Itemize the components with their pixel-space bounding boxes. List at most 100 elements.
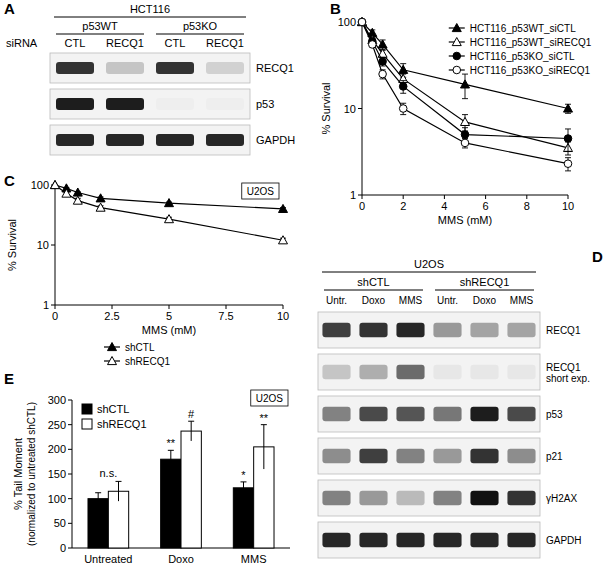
x-tick-label: 6 <box>483 200 489 212</box>
bar <box>88 499 108 548</box>
data-point <box>564 135 572 143</box>
band <box>359 449 387 463</box>
legend: HCT116_p53WT_siCTLHCT116_p53WT_siRECQ1HC… <box>449 23 592 76</box>
data-point <box>564 104 573 112</box>
y-tick <box>68 424 72 425</box>
y-tick-label: 200 <box>48 443 66 455</box>
band <box>433 365 461 379</box>
blot-strip <box>318 480 540 516</box>
x-tick-label: Doxo <box>168 553 194 565</box>
band <box>396 491 424 505</box>
data-point <box>399 105 407 113</box>
band <box>206 98 244 110</box>
lane-label: Untr. <box>437 295 458 306</box>
y-tick <box>68 449 72 450</box>
panel-label: D <box>592 248 603 265</box>
band <box>206 62 244 74</box>
data-point <box>461 117 470 125</box>
y-tick-label: 100 <box>48 493 66 505</box>
y-tick-label: 1 <box>350 189 356 201</box>
data-point <box>279 236 288 244</box>
data-point <box>399 83 407 91</box>
band <box>396 533 424 547</box>
y-tick-label: 10 <box>37 239 49 251</box>
band <box>322 533 350 547</box>
y-tick-label: 250 <box>48 419 66 431</box>
x-tick <box>568 195 569 199</box>
band <box>106 62 144 74</box>
band <box>470 365 498 379</box>
data-point <box>96 194 105 202</box>
x-tick <box>362 195 363 199</box>
western-blot-0: HCT116p53WTp53KOsiRNACTLRECQ1CTLRECQ1REC… <box>6 3 295 155</box>
band <box>322 323 350 337</box>
data-point <box>279 204 288 212</box>
band <box>359 323 387 337</box>
band <box>106 134 144 146</box>
error-bar <box>565 158 571 171</box>
x-tick-label: 7.5 <box>218 310 233 322</box>
bar <box>161 459 181 548</box>
significance-label: * <box>241 469 246 481</box>
panel-label: B <box>330 0 341 17</box>
band <box>106 98 144 110</box>
band <box>396 449 424 463</box>
x-tick-label: 10 <box>562 200 574 212</box>
band <box>433 533 461 547</box>
lane-label: Doxo <box>473 295 497 306</box>
bar <box>181 431 201 548</box>
cell-line-label: U2OS <box>247 186 275 197</box>
row-label: GAPDH <box>256 134 295 146</box>
title-rule <box>54 17 246 18</box>
legend-label: HCT116_p53KO_siCTL <box>470 51 575 62</box>
error-bar <box>95 493 101 505</box>
significance-label: ** <box>260 412 269 424</box>
lane-label: MMS <box>399 295 423 306</box>
row-label: RECQ1 short exp. <box>546 362 590 384</box>
x-tick <box>444 195 445 199</box>
x-tick <box>226 305 227 309</box>
legend: shCTLshRECQ1 <box>82 403 147 430</box>
data-point <box>165 199 174 207</box>
row-label: RECQ1 <box>546 325 581 336</box>
x-tick <box>169 305 170 309</box>
y-axis-label: % Tail Moment <box>12 438 24 510</box>
cell-line-box <box>242 183 279 199</box>
band <box>56 134 94 146</box>
y-tick-label: 10 <box>344 103 356 115</box>
data-point <box>165 215 174 223</box>
group-rule <box>56 34 144 35</box>
x-axis <box>362 195 568 196</box>
band <box>433 407 461 421</box>
panel-label: A <box>4 0 15 17</box>
y-tick <box>68 498 72 499</box>
error-bar <box>565 129 571 151</box>
legend-swatch <box>82 404 92 414</box>
y-tick-label: 100 <box>338 16 356 28</box>
band <box>322 365 350 379</box>
legend-label: shRECQ1 <box>97 418 147 430</box>
lane-label: MMS <box>510 295 534 306</box>
data-point <box>399 65 408 73</box>
panel-label: C <box>4 172 15 189</box>
x-axis-label: MMS (mM) <box>142 324 196 336</box>
legend-label: HCT116_p53KO_siRECQ1 <box>470 65 591 76</box>
error-bar <box>400 81 406 94</box>
title-rule <box>322 272 536 273</box>
data-point <box>379 70 387 78</box>
y-axis-label: % Survival <box>6 219 18 271</box>
x-tick-label: 0 <box>359 200 365 212</box>
line-chart-1: 11010002.557.510MMS (mM)% SurvivalshCTLs… <box>6 179 289 367</box>
y-tick <box>51 305 55 306</box>
data-point <box>358 18 367 26</box>
row-label: RECQ1 <box>256 62 294 74</box>
x-tick-label: Untreated <box>84 553 132 565</box>
band <box>359 365 387 379</box>
y-tick <box>358 195 362 196</box>
data-point <box>51 181 60 189</box>
legend-marker <box>452 24 461 32</box>
row-label: p21 <box>546 451 563 462</box>
data-point <box>461 139 469 147</box>
blot-strip <box>50 53 250 83</box>
cell-line-label: U2OS <box>256 393 284 404</box>
